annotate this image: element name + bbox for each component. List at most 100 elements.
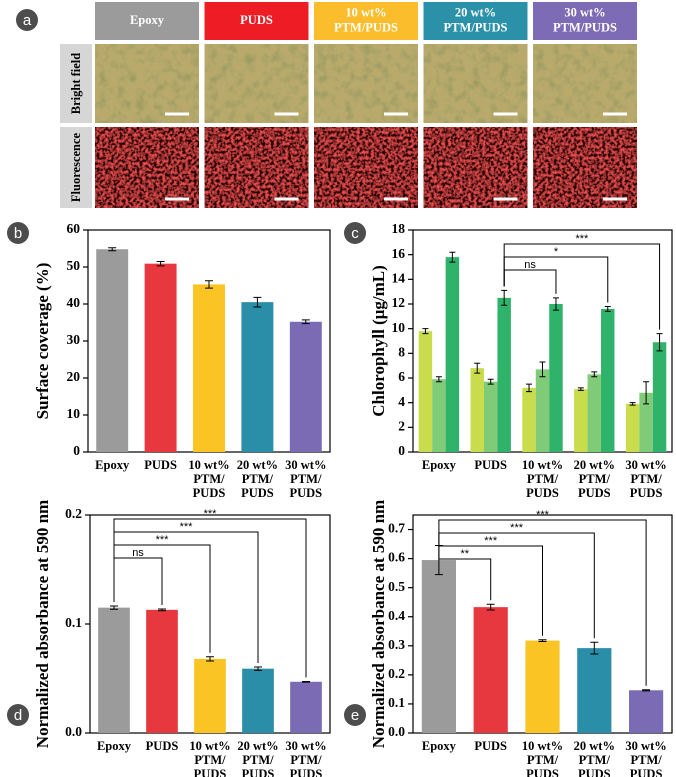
significance-bracket [438,519,647,686]
column-header-line: Epoxy [130,13,165,27]
bar [445,257,460,452]
x-tick-label-line: PUDS [474,739,507,753]
x-tick-label: Epoxy [422,739,457,753]
significance-label: *** [510,522,524,534]
significance-bracket [503,269,557,294]
bar [473,607,508,733]
panel-label: b [14,225,22,242]
panel-badge [344,222,366,244]
bar [625,403,640,452]
significance-label: ** [461,548,470,560]
bar [652,342,667,452]
error-bar [156,260,165,267]
x-tick-label-line: Epoxy [422,458,457,472]
y-tick-label: 0.1 [65,615,82,630]
y-tick-label: 0.4 [388,608,405,623]
y-tick-label: 12 [392,295,406,310]
x-tick-label-line: 10 wt% [522,458,563,472]
panel-label: a [23,12,32,29]
y-tick-label: 0.0 [388,724,405,739]
column-header-text: 20 wt% PTM/PUDS [444,5,508,34]
bar [194,658,226,733]
micrograph [314,127,418,208]
error-bar [254,666,262,671]
bar [587,374,602,452]
y-tick-label: 0.3 [388,637,405,652]
x-tick-label-line: PTM/ [579,472,611,486]
error-bar [591,371,598,378]
x-tick-label: PUDS [474,458,507,472]
column-header [204,2,309,40]
x-tick-label-line: 10 wt% [189,739,230,753]
micrograph [95,44,199,123]
x-tick-label: 10 wt% PTM/PUDS [188,458,229,500]
significance-label: ns [132,547,144,559]
x-tick-label-line: PUDS [290,767,323,777]
x-tick-label-line: PUDS [474,458,507,472]
y-tick-label: 0.6 [388,550,405,565]
x-tick-label-line: PTM/ [630,753,662,767]
error-bar [577,387,584,391]
bar [601,308,615,452]
x-tick-label-line: PUDS [144,458,177,472]
column-header-line: PTM/PUDS [444,20,508,34]
error-bar [253,296,262,308]
error-bar [538,639,547,642]
y-tick-label: 10 [67,406,81,421]
error-bar [110,605,118,610]
bar [470,368,484,452]
x-tick-label-line: PTM/ [194,753,226,767]
y-tick-label: 0.5 [388,579,405,594]
x-tick-label: 10 wt% PTM/PUDS [522,458,563,500]
row-header [60,44,92,123]
micrograph [204,127,309,208]
panel-badge [7,222,29,244]
x-tick-label-line: PTM/ [579,753,611,767]
panel-badge [7,704,29,726]
x-tick-label-line: Epoxy [97,739,132,753]
x-tick-label-line: PUDS [242,767,275,777]
error-bar [526,383,533,393]
x-tick-label-line: 30 wt% [625,458,666,472]
y-tick-label: 0 [398,443,405,458]
column-header-text: Epoxy [130,13,165,27]
x-tick-label: 30 wt% PTM/PUDS [285,739,326,777]
significance-label: *** [156,534,170,546]
x-tick-label: Epoxy [422,458,457,472]
panel-label: e [351,707,359,724]
error-bar [206,656,214,662]
bar [98,607,130,733]
error-bar [108,247,117,252]
error-bar [629,402,636,406]
x-tick-label-line: PUDS [289,486,322,500]
column-header-text: PUDS [240,13,273,27]
significance-label: * [554,246,559,258]
x-tick-label: PUDS [146,739,179,753]
y-tick-label: 50 [67,258,81,273]
error-bar [301,319,310,325]
significance-label: *** [484,535,498,547]
x-tick-label: Epoxy [95,458,130,472]
significance-label: *** [575,233,589,245]
x-tick-label: Epoxy [97,739,132,753]
error-bar [501,289,508,306]
error-bar [487,378,494,385]
significance-bracket [503,243,661,330]
y-axis-label: Chlorophyll (μg/mL) [369,265,388,416]
significance-bracket [113,518,307,678]
x-tick-label: 20 wt% PTM/PUDS [237,739,278,777]
significance-label: *** [536,509,550,521]
y-tick-label: 14 [392,270,406,285]
bar [242,668,274,733]
x-tick-label-line: PTM/ [242,753,274,767]
x-tick-label-line: 30 wt% [285,739,326,753]
y-tick-label: 0.0 [65,724,82,739]
x-tick-label-line: 30 wt% [625,739,666,753]
x-tick-label-line: Epoxy [422,739,457,753]
y-tick-label: 0.2 [388,666,405,681]
bar [432,379,446,452]
error-bar [158,608,166,612]
bar [290,681,322,733]
